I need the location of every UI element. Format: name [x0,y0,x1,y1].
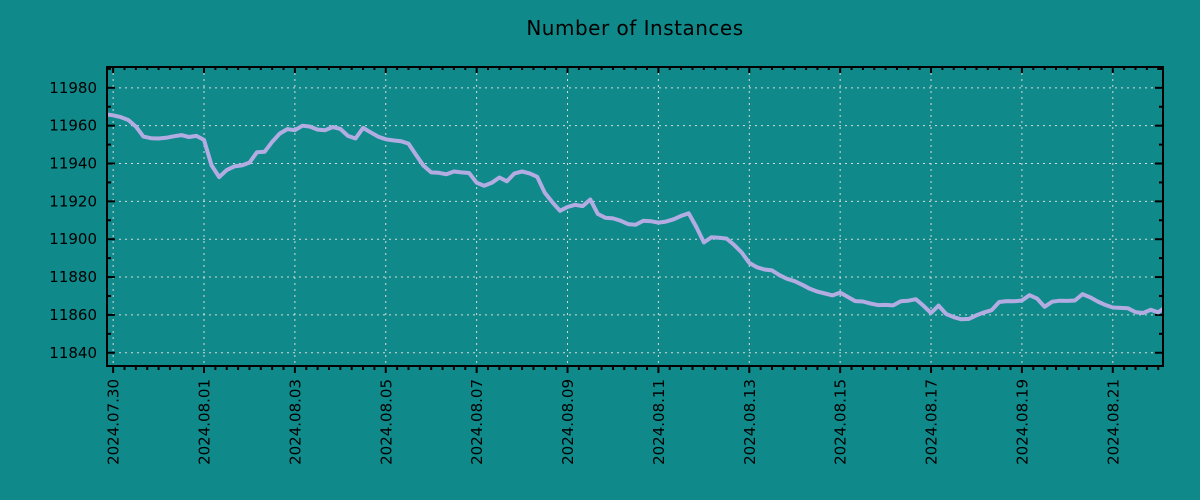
x-tick-label: 2024.08.01 [196,379,214,465]
x-tick-label: 2024.08.15 [832,379,850,465]
y-tick-label: 11920 [49,192,97,210]
gridlines [107,67,1163,366]
x-tick-label: 2024.08.11 [650,379,668,465]
y-tick-label: 11860 [49,306,97,324]
x-tick-label: 2024.08.17 [923,379,941,465]
chart-title: Number of Instances [526,16,744,40]
x-tick-label: 2024.07.30 [105,379,123,465]
x-tick-labels: 2024.07.30 2024.08.01 2024.08.03 2024.08.05… [105,379,1123,465]
x-tick-label: 2024.08.05 [377,379,395,465]
y-tick-label: 11940 [49,155,97,173]
x-tick-label: 2024.08.19 [1013,379,1031,465]
plot-frame [106,66,1164,367]
x-tick-label: 2024.08.07 [468,379,486,465]
line-series-instances [107,112,1163,322]
x-tick-label: 2024.08.21 [1104,379,1122,465]
x-tick-label: 2024.08.13 [741,379,759,465]
x-tick-label: 2024.08.09 [559,379,577,465]
x-tick-label: 2024.08.03 [286,379,304,465]
y-tick-label: 11980 [49,79,97,97]
y-tick-label: 11960 [49,117,97,135]
y-tick-labels: 11840 11860 11880 11900 11920 11940 11960 11980 [49,79,97,362]
y-tick-label: 11840 [49,344,97,362]
axis-ticks [107,67,1163,373]
y-tick-label: 11880 [49,268,97,286]
y-tick-label: 11900 [49,230,97,248]
